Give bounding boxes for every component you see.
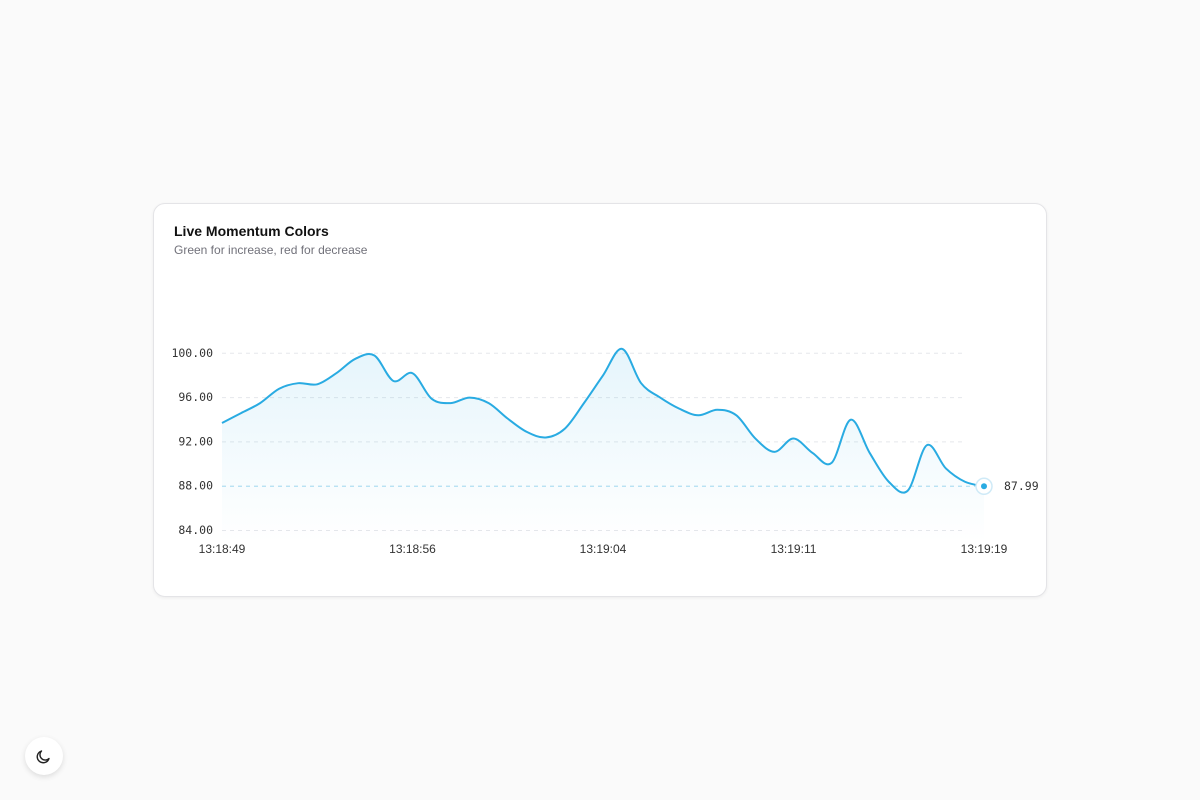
y-tick-label: 100.00 <box>171 346 213 360</box>
area <box>222 348 984 542</box>
card: Live Momentum Colors Green for increase,… <box>153 203 1047 597</box>
x-tick-label: 13:19:19 <box>961 542 1008 556</box>
y-tick-label: 92.00 <box>178 434 213 448</box>
moon-icon <box>36 750 50 764</box>
x-tick-label: 13:19:04 <box>580 542 627 556</box>
line <box>221 347 985 494</box>
y-tick-label: 88.00 <box>178 479 213 493</box>
x-tick-label: 13:18:56 <box>389 542 436 556</box>
theme-toggle[interactable] <box>25 737 63 775</box>
x-tick-label: 13:18:49 <box>199 542 246 556</box>
chart: 84.00 88.00 92.00 96.00 100.00 13:18:49 13:18:… <box>171 346 1039 556</box>
chart-subtitle: Green for increase, red for decrease <box>174 243 368 257</box>
x-tick-label: 13:19:11 <box>771 542 817 556</box>
value-label: 87.99 <box>1004 479 1039 493</box>
y-tick-label: 96.00 <box>178 390 213 404</box>
y-tick-label: 84.00 <box>178 523 213 537</box>
chart-title: Live Momentum Colors <box>174 223 329 239</box>
last-point <box>981 483 987 490</box>
